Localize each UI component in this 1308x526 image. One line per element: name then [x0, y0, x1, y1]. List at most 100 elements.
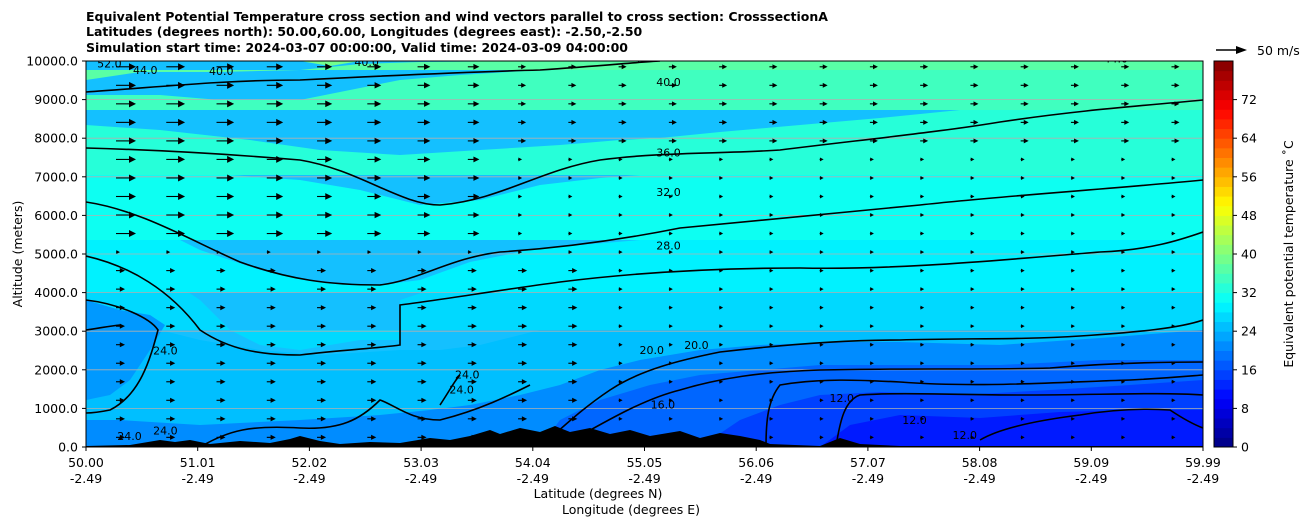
wind-arrow-head-icon	[1020, 324, 1025, 329]
wind-arrow-head-icon	[421, 434, 427, 440]
contour-line	[979, 408, 1203, 441]
wind-arrow-head-icon	[374, 230, 382, 237]
wind-arrow-head-icon	[819, 398, 824, 403]
colorbar-tick-label: 64	[1241, 131, 1257, 146]
wind-arrow-head-icon	[1020, 361, 1025, 366]
wind-arrow-head-icon	[473, 175, 480, 181]
wind-arrow-head-icon	[719, 361, 724, 366]
wind-arrow-head-icon	[822, 138, 828, 144]
colorbar-tick-label: 32	[1241, 285, 1257, 300]
wind-arrow-head-icon	[116, 250, 120, 255]
wind-arrow-head-icon	[618, 287, 623, 292]
wind-arrow-head-icon	[572, 434, 578, 440]
wind-arrow-head-icon	[1071, 416, 1075, 421]
wind-arrow-head-icon	[722, 64, 728, 70]
x-tick-label-lon: -2.49	[1187, 471, 1219, 486]
wind-arrow-head-icon	[618, 379, 623, 384]
wind-arrow-head-icon	[769, 398, 774, 403]
wind-arrow-head-icon	[1020, 435, 1025, 440]
wind-arrow-head-icon	[170, 434, 176, 440]
wind-arrow-head-icon	[371, 434, 377, 440]
wind-arrow-head-icon	[719, 416, 724, 421]
wind-arrow-head-icon	[1174, 64, 1180, 70]
wind-arrow-head-icon	[819, 157, 824, 162]
contour-label: 24.0	[117, 430, 142, 443]
colorbar-label: Equivalent potential temperature ˚C	[1281, 140, 1296, 368]
wind-arrow-head-icon	[178, 100, 186, 108]
wind-arrow-head-icon	[621, 119, 627, 125]
quiver-key-label: 50 m/s	[1257, 43, 1300, 58]
colorbar-segment	[1214, 61, 1233, 72]
wind-arrow-head-icon	[568, 213, 573, 217]
wind-arrow-head-icon	[170, 416, 176, 422]
wind-arrow-head-icon	[1071, 157, 1075, 162]
wind-arrow-head-icon	[276, 211, 284, 219]
wind-arrow-head-icon	[719, 194, 724, 199]
wind-arrow-head-icon	[1020, 175, 1025, 180]
wind-arrow-head-icon	[719, 435, 724, 440]
wind-arrow-head-icon	[618, 416, 623, 421]
wind-arrow-head-icon	[722, 82, 728, 88]
x-tick-label-lon: -2.49	[182, 471, 214, 486]
colorbar-segment	[1214, 215, 1233, 226]
wind-arrow-head-icon	[1071, 379, 1075, 384]
wind-arrow-head-icon	[618, 305, 623, 310]
wind-arrow-head-icon	[227, 118, 235, 126]
wind-arrow-head-icon	[178, 118, 186, 126]
colorbar-segment	[1214, 311, 1233, 323]
wind-arrow-head-icon	[424, 63, 431, 70]
wind-arrow-head-icon	[371, 305, 377, 311]
wind-arrow-head-icon	[129, 137, 136, 145]
wind-arrow-head-icon	[769, 379, 774, 384]
colorbar-segment	[1214, 80, 1233, 91]
wind-arrow-head-icon	[317, 250, 322, 255]
wind-arrow-head-icon	[521, 119, 527, 125]
wind-arrow-head-icon	[1124, 82, 1130, 88]
wind-arrow-head-icon	[178, 81, 186, 89]
wind-arrow-head-icon	[873, 138, 878, 144]
colorbar-segment	[1214, 118, 1233, 130]
colorbar-segment	[1214, 350, 1233, 361]
wind-arrow-head-icon	[468, 250, 472, 255]
wind-arrow-head-icon	[819, 305, 824, 310]
plot-area: 52.0 44.0 40.0 40.0 44.0 40.0 44.0 36.0 32.0 28.0…	[86, 52, 1203, 447]
wind-arrow-head-icon	[320, 379, 327, 385]
contour-label: 44.0	[634, 52, 659, 65]
wind-arrow-head-icon	[1171, 287, 1176, 292]
wind-arrow-head-icon	[1174, 82, 1180, 88]
wind-arrow-head-icon	[822, 64, 828, 70]
wind-arrow-head-icon	[923, 101, 929, 107]
wind-arrow-head-icon	[970, 175, 975, 180]
wind-arrow-head-icon	[568, 231, 573, 236]
wind-arrow-head-icon	[621, 64, 627, 70]
wind-arrow-head-icon	[129, 211, 136, 219]
wind-arrow-head-icon	[970, 268, 975, 273]
contour-line	[86, 231, 1203, 356]
contour-label: 16.0	[651, 398, 676, 411]
contour-lines	[86, 61, 1203, 447]
wind-arrow-head-icon	[227, 81, 235, 89]
colorbar-segment	[1214, 205, 1233, 216]
wind-arrow-head-icon	[669, 287, 673, 292]
wind-arrow-head-icon	[970, 157, 975, 162]
wind-arrow-head-icon	[129, 155, 136, 163]
wind-arrow-head-icon	[1071, 194, 1075, 199]
wind-arrow-head-icon	[374, 174, 382, 182]
colorbar-segment	[1214, 389, 1233, 400]
wind-arrow-head-icon	[270, 397, 276, 403]
wind-arrow-head-icon	[822, 101, 828, 107]
wind-arrow-head-icon	[920, 250, 925, 255]
wind-arrow-head-icon	[772, 82, 778, 88]
wind-arrow-head-icon	[276, 81, 284, 89]
y-tick-label: 10000.0	[26, 54, 78, 69]
colorbar-tick-label: 16	[1241, 362, 1257, 377]
wind-arrow-head-icon	[920, 231, 925, 236]
y-tick-label: 5000.0	[34, 247, 78, 262]
wind-arrow-head-icon	[521, 397, 528, 403]
wind-arrow-head-icon	[1121, 361, 1126, 366]
wind-arrow-head-icon	[320, 360, 327, 366]
wind-arrow-head-icon	[521, 268, 528, 274]
wind-arrow-head-icon	[973, 119, 979, 125]
wind-arrow-head-icon	[473, 63, 480, 70]
